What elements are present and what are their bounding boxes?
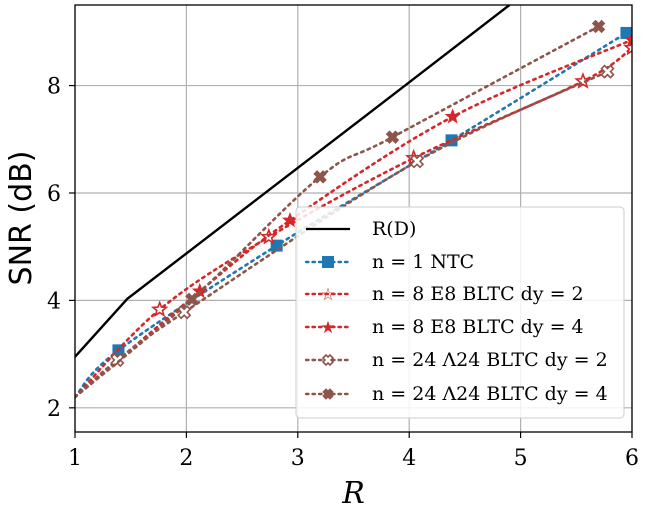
data-point [185,292,199,307]
data-point [282,211,298,228]
data-point [409,154,425,169]
data-point [574,72,592,89]
data-point [624,31,632,47]
data-point [385,130,400,144]
legend-item-rd: R(D) [306,218,416,240]
y-tick-label: 6 [47,182,61,207]
data-point [623,38,632,56]
y-tick-label: 8 [47,75,61,100]
legend-item-ntc: n = 1 NTC [304,251,474,273]
x-axis-title: R [341,476,365,511]
legend-label-ntc: n = 1 NTC [372,251,474,273]
legend-box [295,206,625,419]
legend-item-l24-dy4: n = 24 Λ24 BLTC dy = 4 [304,383,608,405]
data-point [600,64,615,79]
legend-label-l24-dy4: n = 24 Λ24 BLTC dy = 4 [372,383,608,405]
y-tick-label: 2 [47,397,61,422]
series-line [75,46,632,399]
legend-star-marker: ★ [320,318,335,338]
legend-item-e8-dy2: ☆ n = 8 E8 BLTC dy = 2 [304,283,584,305]
x-tick-label: 4 [402,446,416,471]
data-point [591,19,606,34]
series-0 [75,5,511,358]
x-tick-label: 2 [179,446,193,471]
data-point [150,300,169,317]
legend-star-open-marker: ☆ [320,285,335,305]
legend: R(D) n = 1 NTC ☆ n = 8 E8 BLTC dy = 2 ★ … [295,206,625,419]
plot-frame [74,4,633,433]
x-tick-label: 1 [68,446,82,471]
data-point [444,108,461,124]
y-axis-title: SNR (dB) [4,151,39,286]
legend-item-e8-dy4: ★ n = 8 E8 BLTC dy = 4 [304,316,584,338]
data-point [177,305,192,320]
legend-label-l24-dy2: n = 24 Λ24 BLTC dy = 2 [372,349,608,371]
y-tick-label: 4 [47,289,61,314]
x-tick-label: 6 [625,446,639,471]
legend-item-l24-dy2: n = 24 Λ24 BLTC dy = 2 [304,349,608,371]
data-point [620,26,632,39]
x-tick-label: 5 [514,446,528,471]
legend-x-open-marker [321,353,335,367]
x-tick-label: 3 [291,446,305,471]
legend-label-e8-dy4: n = 8 E8 BLTC dy = 4 [372,316,584,338]
series-line [75,5,511,358]
series-5 [75,19,606,399]
data-point [313,170,327,184]
data-point [110,352,125,368]
legend-square-marker [322,256,334,268]
series-4 [75,64,615,399]
legend-label-rd: R(D) [372,218,416,240]
legend-x-marker [322,388,334,400]
data-point [445,134,458,147]
legend-label-e8-dy2: n = 8 E8 BLTC dy = 2 [372,283,584,305]
